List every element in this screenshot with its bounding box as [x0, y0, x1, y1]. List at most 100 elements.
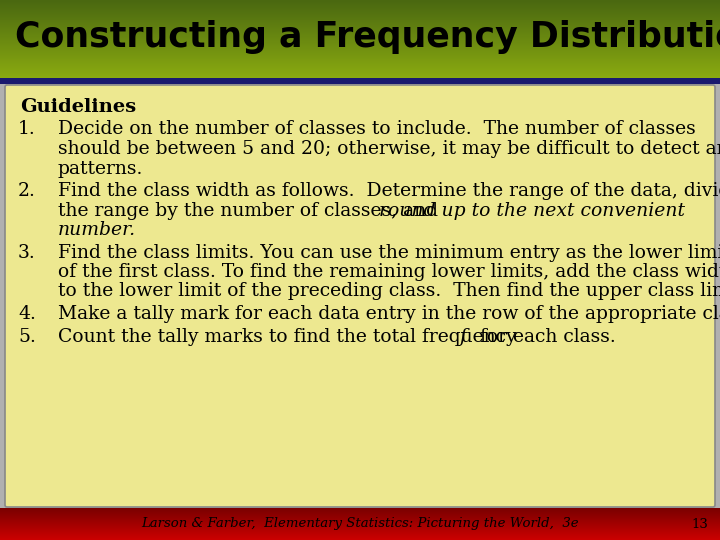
- Bar: [0, 13, 720, 15]
- Bar: [0, 523, 720, 524]
- Bar: [0, 64, 720, 65]
- Bar: [0, 45, 720, 47]
- Bar: [0, 517, 720, 518]
- Text: 13: 13: [691, 517, 708, 530]
- Bar: [0, 538, 720, 539]
- Bar: [0, 536, 720, 537]
- Text: Constructing a Frequency Distribution: Constructing a Frequency Distribution: [15, 20, 720, 54]
- Bar: [0, 529, 720, 530]
- Bar: [0, 72, 720, 73]
- Bar: [0, 8, 720, 10]
- Bar: [0, 532, 720, 534]
- Bar: [0, 48, 720, 49]
- Text: 3.: 3.: [18, 244, 36, 261]
- Bar: [0, 58, 720, 59]
- Bar: [0, 2, 720, 3]
- Text: Decide on the number of classes to include.  The number of classes: Decide on the number of classes to inclu…: [58, 120, 696, 138]
- Bar: [0, 515, 720, 516]
- Bar: [0, 20, 720, 22]
- Bar: [0, 535, 720, 536]
- Bar: [0, 60, 720, 62]
- Bar: [0, 29, 720, 30]
- Bar: [0, 26, 720, 28]
- Text: 4.: 4.: [18, 305, 36, 323]
- Bar: [0, 23, 720, 24]
- Bar: [0, 30, 720, 31]
- Bar: [0, 526, 720, 527]
- Bar: [0, 518, 720, 519]
- Bar: [0, 516, 720, 517]
- Text: should be between 5 and 20; otherwise, it may be difficult to detect any: should be between 5 and 20; otherwise, i…: [58, 140, 720, 158]
- Bar: [0, 11, 720, 12]
- Bar: [0, 525, 720, 526]
- FancyBboxPatch shape: [5, 85, 715, 507]
- Bar: [0, 534, 720, 535]
- Bar: [0, 63, 720, 64]
- Text: to the lower limit of the preceding class.  Then find the upper class limits.: to the lower limit of the preceding clas…: [58, 282, 720, 300]
- Bar: [0, 521, 720, 522]
- Text: patterns.: patterns.: [58, 159, 143, 178]
- Bar: [0, 508, 720, 509]
- Bar: [0, 37, 720, 38]
- Bar: [0, 2, 720, 4]
- Bar: [0, 521, 720, 522]
- Bar: [0, 75, 720, 76]
- Bar: [0, 0, 720, 1]
- Bar: [0, 28, 720, 29]
- Bar: [0, 15, 720, 17]
- Bar: [0, 514, 720, 515]
- Bar: [0, 526, 720, 527]
- Bar: [0, 532, 720, 533]
- Bar: [0, 537, 720, 538]
- Bar: [0, 71, 720, 72]
- Bar: [0, 66, 720, 68]
- Bar: [0, 33, 720, 35]
- Bar: [0, 32, 720, 34]
- Bar: [0, 512, 720, 514]
- Bar: [0, 32, 720, 33]
- Bar: [0, 43, 720, 44]
- Bar: [0, 24, 720, 25]
- Bar: [0, 517, 720, 518]
- Text: the range by the number of classes, and: the range by the number of classes, and: [58, 201, 444, 219]
- Text: for each class.: for each class.: [468, 327, 616, 346]
- Text: Find the class width as follows.  Determine the range of the data, divide: Find the class width as follows. Determi…: [58, 182, 720, 200]
- Bar: [0, 522, 720, 523]
- Bar: [0, 530, 720, 531]
- Bar: [0, 55, 720, 57]
- Bar: [0, 509, 720, 510]
- Bar: [0, 16, 720, 17]
- Bar: [0, 514, 720, 515]
- Bar: [0, 67, 720, 68]
- Bar: [0, 27, 720, 28]
- Text: Find the class limits. You can use the minimum entry as the lower limit: Find the class limits. You can use the m…: [58, 244, 720, 261]
- Bar: [0, 4, 720, 6]
- Bar: [0, 59, 720, 60]
- Text: Guidelines: Guidelines: [20, 98, 136, 116]
- Bar: [0, 70, 720, 71]
- Text: 5.: 5.: [18, 327, 36, 346]
- Bar: [0, 534, 720, 535]
- Bar: [0, 516, 720, 517]
- Bar: [0, 52, 720, 53]
- Bar: [0, 519, 720, 520]
- Bar: [0, 512, 720, 513]
- Bar: [0, 50, 720, 52]
- Bar: [0, 53, 720, 55]
- Text: 2.: 2.: [18, 182, 36, 200]
- Bar: [0, 78, 720, 84]
- Bar: [0, 39, 720, 41]
- Text: 1.: 1.: [18, 120, 36, 138]
- Bar: [0, 44, 720, 46]
- Bar: [0, 56, 720, 58]
- Bar: [0, 76, 720, 77]
- Text: f: f: [459, 327, 467, 346]
- Bar: [0, 1, 720, 2]
- Bar: [0, 35, 720, 36]
- Text: round up to the next convenient: round up to the next convenient: [379, 201, 685, 219]
- Bar: [0, 21, 720, 23]
- Bar: [0, 513, 720, 514]
- Bar: [0, 40, 720, 42]
- Bar: [0, 3, 720, 5]
- Bar: [0, 520, 720, 521]
